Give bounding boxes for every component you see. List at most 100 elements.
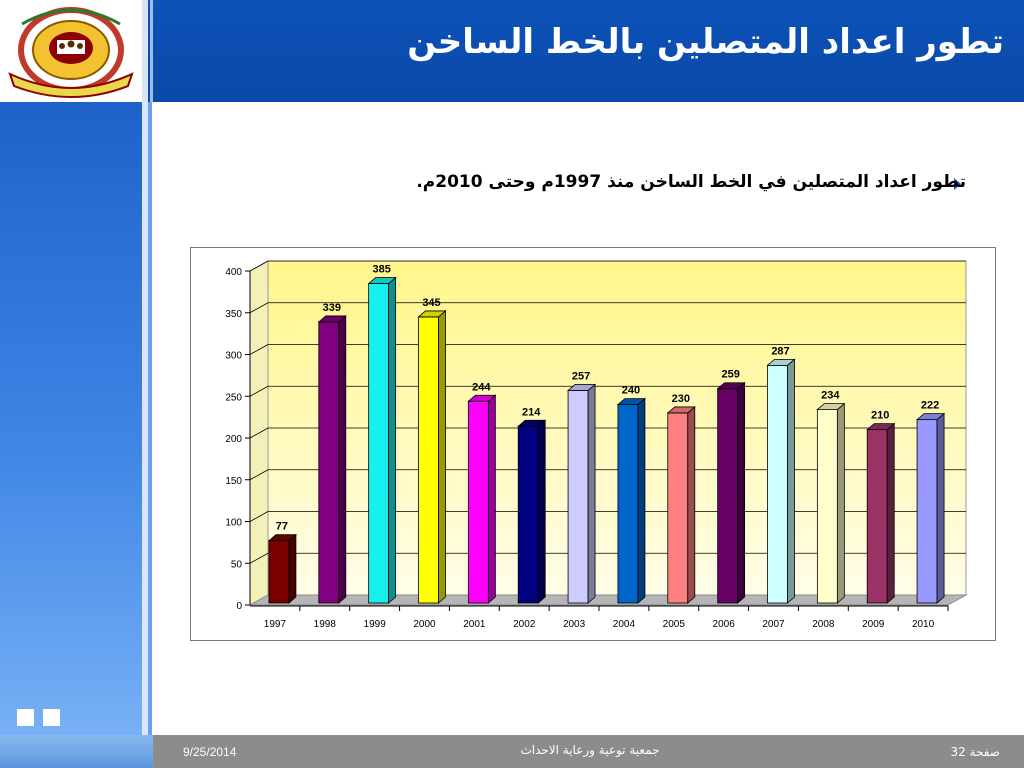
bar-top-2001 — [467, 394, 497, 402]
bar-2008 — [816, 409, 838, 604]
bar-top-2006 — [716, 382, 746, 390]
x-tick-label: 2003 — [563, 619, 586, 630]
bar-1997 — [268, 540, 290, 604]
gridline-side — [249, 302, 269, 314]
bar-2009 — [866, 429, 888, 604]
bar-2001 — [467, 400, 489, 604]
footer-date: 9/25/2014 — [183, 745, 237, 759]
logo-panel — [0, 0, 142, 102]
data-label: 257 — [572, 370, 590, 382]
x-tick-label: 2002 — [513, 619, 536, 630]
decorative-square — [17, 709, 34, 726]
bar-top-1999 — [367, 277, 397, 284]
bar-side-2005 — [687, 406, 696, 604]
bar-top-2004 — [616, 398, 647, 406]
left-sidebar — [0, 102, 142, 735]
sidebar-divider-light — [142, 102, 148, 735]
bar-chart: 0 50 100 150 200 250 300 350 400 77 1997 339 1998 385… — [225, 260, 968, 630]
bar-side-2010 — [936, 412, 945, 604]
data-label: 240 — [622, 385, 640, 397]
bar-top-2005 — [666, 406, 696, 414]
gridline-side — [249, 511, 269, 522]
bar-side-1998 — [338, 315, 347, 604]
x-tick-label: 2006 — [713, 619, 736, 630]
y-tick-label: 100 — [225, 518, 242, 529]
data-label: 222 — [921, 400, 939, 412]
gridline-side — [249, 344, 269, 355]
x-tick-label: 2000 — [413, 619, 436, 630]
y-tick-label: 200 — [225, 434, 242, 445]
data-label: 345 — [422, 297, 440, 309]
decorative-square — [43, 709, 60, 726]
data-label: 385 — [372, 264, 390, 276]
x-tick-label: 2001 — [463, 619, 486, 630]
bar-1998 — [318, 321, 340, 604]
data-label: 214 — [522, 406, 541, 418]
slide-header — [0, 0, 1024, 102]
bar-2000 — [418, 316, 439, 604]
y-tick-label: 300 — [225, 351, 242, 362]
data-label: 287 — [771, 345, 789, 357]
data-label: 230 — [672, 393, 690, 405]
bullet-arrow-icon — [954, 178, 961, 190]
footer-bar — [153, 735, 1024, 768]
y-tick-label: 350 — [225, 309, 242, 320]
data-label: 234 — [821, 390, 840, 402]
bar-2007 — [767, 364, 788, 604]
sidebar-divider-blue — [148, 102, 152, 735]
bar-side-1997 — [288, 533, 297, 604]
bar-1999 — [368, 283, 390, 604]
data-label: 77 — [276, 521, 288, 533]
bar-top-2008 — [816, 403, 846, 411]
bar-top-1998 — [317, 315, 347, 323]
header-divider-light — [142, 0, 148, 102]
footer-page-number: صفحة 32 — [950, 745, 1000, 759]
y-tick-label: 400 — [225, 267, 242, 278]
bar-top-2000 — [417, 310, 447, 318]
bar-side-2009 — [886, 422, 895, 604]
x-tick-label: 2010 — [912, 619, 935, 630]
x-tick-label: 1998 — [314, 619, 337, 630]
data-label: 244 — [472, 381, 491, 393]
gridline-side — [249, 260, 269, 272]
bar-side-2000 — [438, 310, 446, 604]
x-tick-label: 2009 — [862, 619, 885, 630]
data-label: 210 — [871, 410, 889, 422]
x-tick-label: 2005 — [663, 619, 686, 630]
y-tick-label: 150 — [225, 476, 242, 487]
y-tick-label: 0 — [236, 601, 242, 612]
chart-floor — [248, 594, 968, 606]
bar-2002 — [517, 425, 539, 604]
bar-2003 — [567, 390, 589, 604]
bar-2005 — [667, 412, 689, 604]
bar-top-1997 — [267, 534, 298, 542]
slide-title: تطور اعداد المتصلين بالخط الساخن — [407, 22, 1004, 62]
bar-side-1999 — [388, 276, 397, 604]
bar-side-2002 — [537, 419, 546, 604]
bar-side-2004 — [637, 397, 646, 604]
header-divider-blue — [150, 0, 153, 102]
bar-2004 — [617, 404, 639, 604]
bar-top-2003 — [566, 384, 597, 391]
x-tick-label: 1997 — [264, 619, 287, 630]
bar-2006 — [717, 388, 739, 604]
x-tick-label: 2007 — [762, 619, 785, 630]
y-tick-label: 250 — [225, 392, 242, 403]
data-label: 339 — [323, 302, 341, 314]
bar-top-2007 — [766, 358, 796, 366]
organization-logo — [8, 7, 134, 98]
gridline-side — [249, 552, 269, 564]
bar-2010 — [916, 419, 938, 604]
y-tick-label: 50 — [231, 559, 243, 570]
bar-side-2003 — [587, 383, 596, 604]
bar-side-2006 — [737, 381, 746, 604]
gridline-side — [249, 385, 269, 397]
x-tick-label: 2008 — [812, 619, 835, 630]
bar-top-2002 — [517, 419, 547, 427]
bar-top-2009 — [866, 423, 896, 431]
bar-side-2008 — [836, 402, 845, 604]
bar-side-2007 — [787, 358, 795, 604]
gridline-side — [249, 469, 269, 481]
bullet-text: تطور اعداد المتصلين في الخط الساخن منذ 1… — [416, 172, 966, 192]
footer-organization: جمعية توعية ورعاية الاحداث — [520, 743, 660, 757]
